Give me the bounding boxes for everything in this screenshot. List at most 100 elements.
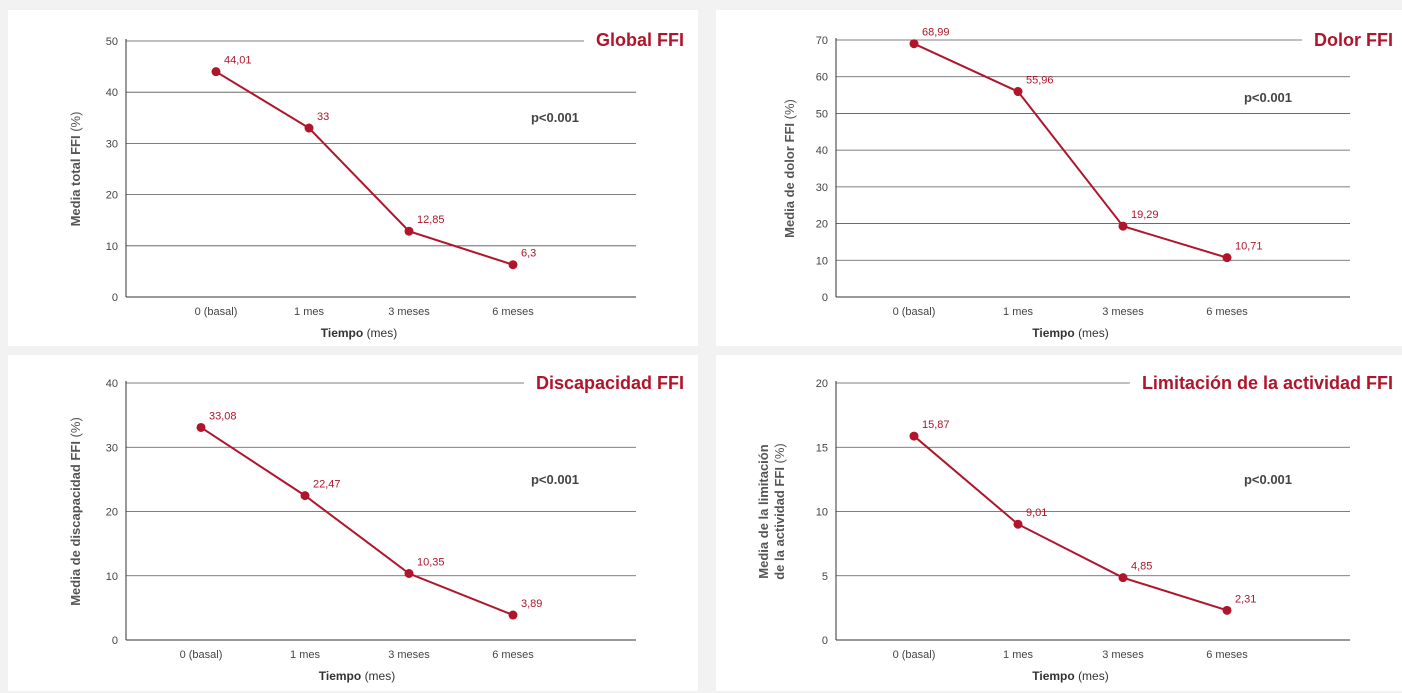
chart-title: Discapacidad FFI — [536, 373, 684, 393]
data-label: 9,01 — [1026, 507, 1047, 519]
data-label: 12,85 — [417, 214, 445, 226]
chart-global-ffi: Global FFI 0 10 20 30 40 50 0 (basal) 1 mes 3 mes… — [68, 30, 684, 340]
y-tick-label: 15 — [816, 442, 828, 454]
y-axis-label-main: Media de dolor FFI — [782, 123, 797, 238]
y-tick-label: 30 — [106, 138, 118, 150]
x-axis-label-main: Tiempo — [1032, 669, 1074, 683]
x-tick-label: 1 mes — [1003, 649, 1033, 661]
data-label: 33,08 — [209, 410, 237, 422]
data-point — [1118, 221, 1128, 231]
data-point — [508, 260, 518, 270]
data-point — [1013, 87, 1023, 97]
x-tick-label: 6 meses — [492, 306, 534, 318]
y-tick-label: 20 — [106, 190, 118, 202]
x-tick-label: 0 (basal) — [893, 306, 936, 318]
y-tick-label: 30 — [106, 442, 118, 454]
data-label: 6,3 — [521, 248, 536, 260]
y-axis-label-line-1: Media de la limitación — [756, 444, 771, 578]
y-tick-label: 30 — [816, 182, 828, 194]
x-axis-label-unit: (mes) — [367, 326, 398, 340]
p-value-annotation: p<0.001 — [1244, 90, 1292, 105]
x-tick-label: 0 (basal) — [180, 649, 223, 661]
data-label: 68,99 — [922, 27, 950, 39]
y-tick-label: 20 — [816, 378, 828, 390]
chart-panel-discapacidad-ffi: Discapacidad FFI 0 10 20 30 40 0 (basal) 1 mes 3… — [8, 355, 698, 691]
x-tick-label: 6 meses — [1206, 306, 1248, 318]
chart-title: Global FFI — [596, 30, 684, 50]
p-value-annotation: p<0.001 — [531, 110, 579, 125]
y-tick-label: 0 — [112, 292, 118, 304]
y-axis-label: Media total FFI (%) — [68, 112, 83, 227]
x-tick-label: 6 meses — [492, 649, 534, 661]
chart-panel-dolor-ffi: Dolor FFI 0 10 20 30 40 50 60 70 0 (basal) 1 mes 3 … — [716, 10, 1402, 346]
y-tick-label: 20 — [106, 507, 118, 519]
x-axis-label-main: Tiempo — [1032, 326, 1074, 340]
x-axis-label: Tiempo (mes) — [321, 326, 397, 340]
y-axis-label: Media de dolor FFI (%) — [782, 99, 797, 238]
data-label: 2,31 — [1235, 593, 1256, 605]
p-value-annotation: p<0.001 — [1244, 472, 1292, 487]
data-point — [1013, 519, 1023, 529]
data-point — [909, 431, 919, 441]
y-tick-label: 10 — [816, 507, 828, 519]
y-tick-label: 40 — [106, 87, 118, 99]
data-label: 19,29 — [1131, 209, 1159, 221]
x-tick-label: 6 meses — [1206, 649, 1248, 661]
x-tick-label: 3 meses — [1102, 306, 1144, 318]
data-label: 10,71 — [1235, 241, 1263, 253]
y-axis-label-unit: (%) — [772, 443, 787, 463]
data-point — [404, 226, 414, 236]
y-tick-label: 60 — [816, 72, 828, 84]
y-tick-label: 10 — [106, 241, 118, 253]
y-tick-label: 50 — [816, 108, 828, 120]
data-point — [909, 39, 919, 49]
y-axis-label-unit: (%) — [68, 112, 83, 132]
data-label: 3,89 — [521, 598, 542, 610]
x-tick-label: 3 meses — [1102, 649, 1144, 661]
data-point — [300, 491, 310, 501]
y-axis-label-main: Media de discapacidad FFI — [68, 441, 83, 606]
x-axis-label: Tiempo (mes) — [319, 669, 395, 683]
y-axis-label: Media de discapacidad FFI (%) — [68, 417, 83, 606]
x-tick-label: 0 (basal) — [195, 306, 238, 318]
chart-panel-global-ffi: Global FFI 0 10 20 30 40 50 0 (basal) 1 mes 3 mes… — [8, 10, 698, 346]
data-point — [1118, 573, 1128, 583]
y-axis-label-line-2-main: de la actividad FFI — [772, 467, 787, 580]
data-point — [404, 569, 414, 579]
data-label: 44,01 — [224, 55, 252, 67]
y-axis-label-main: Media total FFI — [68, 135, 83, 226]
x-axis-label-unit: (mes) — [365, 669, 396, 683]
x-axis-label-main: Tiempo — [319, 669, 361, 683]
y-tick-label: 50 — [106, 36, 118, 48]
data-label: 33 — [317, 111, 329, 123]
data-point — [1222, 605, 1232, 615]
x-tick-label: 1 mes — [294, 306, 324, 318]
chart-title: Limitación de la actividad FFI — [1142, 373, 1393, 393]
data-label: 15,87 — [922, 419, 950, 431]
data-label: 10,35 — [417, 557, 445, 569]
y-tick-label: 0 — [112, 635, 118, 647]
x-axis-label: Tiempo (mes) — [1032, 669, 1108, 683]
series-line — [215, 70, 514, 266]
p-value-annotation: p<0.001 — [531, 472, 579, 487]
series-line — [913, 42, 1228, 259]
data-point — [196, 422, 206, 432]
x-axis-label-main: Tiempo — [321, 326, 363, 340]
y-tick-label: 20 — [816, 219, 828, 231]
data-point — [304, 123, 314, 133]
y-tick-label: 0 — [822, 635, 828, 647]
series-line — [913, 435, 1228, 612]
y-tick-label: 70 — [816, 35, 828, 47]
y-tick-label: 40 — [106, 378, 118, 390]
y-axis-label-unit: (%) — [68, 417, 83, 437]
chart-dolor-ffi: Dolor FFI 0 10 20 30 40 50 60 70 0 (basal) 1 mes 3 … — [782, 27, 1393, 340]
data-label: 22,47 — [313, 479, 341, 491]
series-line — [200, 426, 514, 616]
data-point — [1222, 253, 1232, 263]
chart-panel-limitacion-actividad-ffi: Limitación de la actividad FFI 0 5 10 15 20 0 … — [716, 355, 1402, 691]
y-tick-label: 0 — [822, 292, 828, 304]
y-tick-label: 40 — [816, 145, 828, 157]
x-axis-label-unit: (mes) — [1078, 326, 1109, 340]
data-point — [211, 67, 221, 77]
y-axis-label: Media de la limitación de la actividad FF… — [756, 443, 787, 580]
